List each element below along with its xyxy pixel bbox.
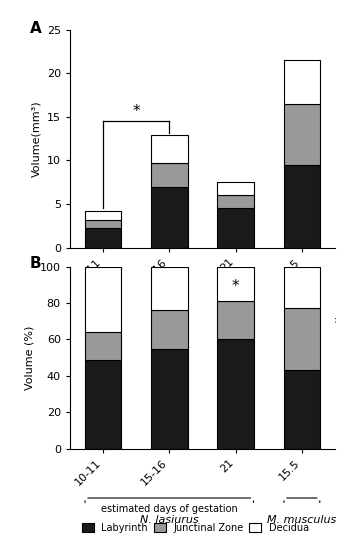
Text: *: * xyxy=(232,279,239,294)
Bar xyxy=(217,208,254,248)
Text: B: B xyxy=(30,256,42,270)
Bar xyxy=(151,349,187,449)
Bar xyxy=(217,267,254,301)
Text: estimated days of gestation: estimated days of gestation xyxy=(101,504,238,515)
Bar xyxy=(284,60,320,104)
Text: A: A xyxy=(30,21,42,36)
Legend: Labyrinth, Junctinal Zone, Decidua: Labyrinth, Junctinal Zone, Decidua xyxy=(78,518,313,536)
Bar xyxy=(284,165,320,248)
Bar xyxy=(151,187,187,248)
Text: estimated days of gestation: estimated days of gestation xyxy=(101,303,238,313)
Bar xyxy=(151,163,187,187)
Bar xyxy=(85,332,121,360)
Bar xyxy=(85,267,121,332)
Bar xyxy=(217,195,254,208)
Bar xyxy=(85,220,121,227)
Bar xyxy=(85,211,121,220)
Bar xyxy=(151,267,187,310)
Bar xyxy=(284,370,320,449)
Bar xyxy=(284,267,320,308)
Y-axis label: Volume (%): Volume (%) xyxy=(24,325,34,390)
Text: N. lasiurus: N. lasiurus xyxy=(140,316,199,326)
Text: *: * xyxy=(132,104,140,119)
Y-axis label: Volume(mm³): Volume(mm³) xyxy=(31,101,41,177)
Bar xyxy=(217,182,254,195)
Text: N. lasiurus: N. lasiurus xyxy=(140,515,199,526)
Bar xyxy=(284,308,320,370)
Bar xyxy=(151,310,187,349)
Text: M. musculus: M. musculus xyxy=(267,515,336,526)
Text: M. musculus: M. musculus xyxy=(267,316,336,326)
Bar xyxy=(217,339,254,449)
Bar xyxy=(85,360,121,449)
Bar xyxy=(151,135,187,163)
Bar xyxy=(85,227,121,248)
Bar xyxy=(217,301,254,339)
Bar xyxy=(284,104,320,165)
